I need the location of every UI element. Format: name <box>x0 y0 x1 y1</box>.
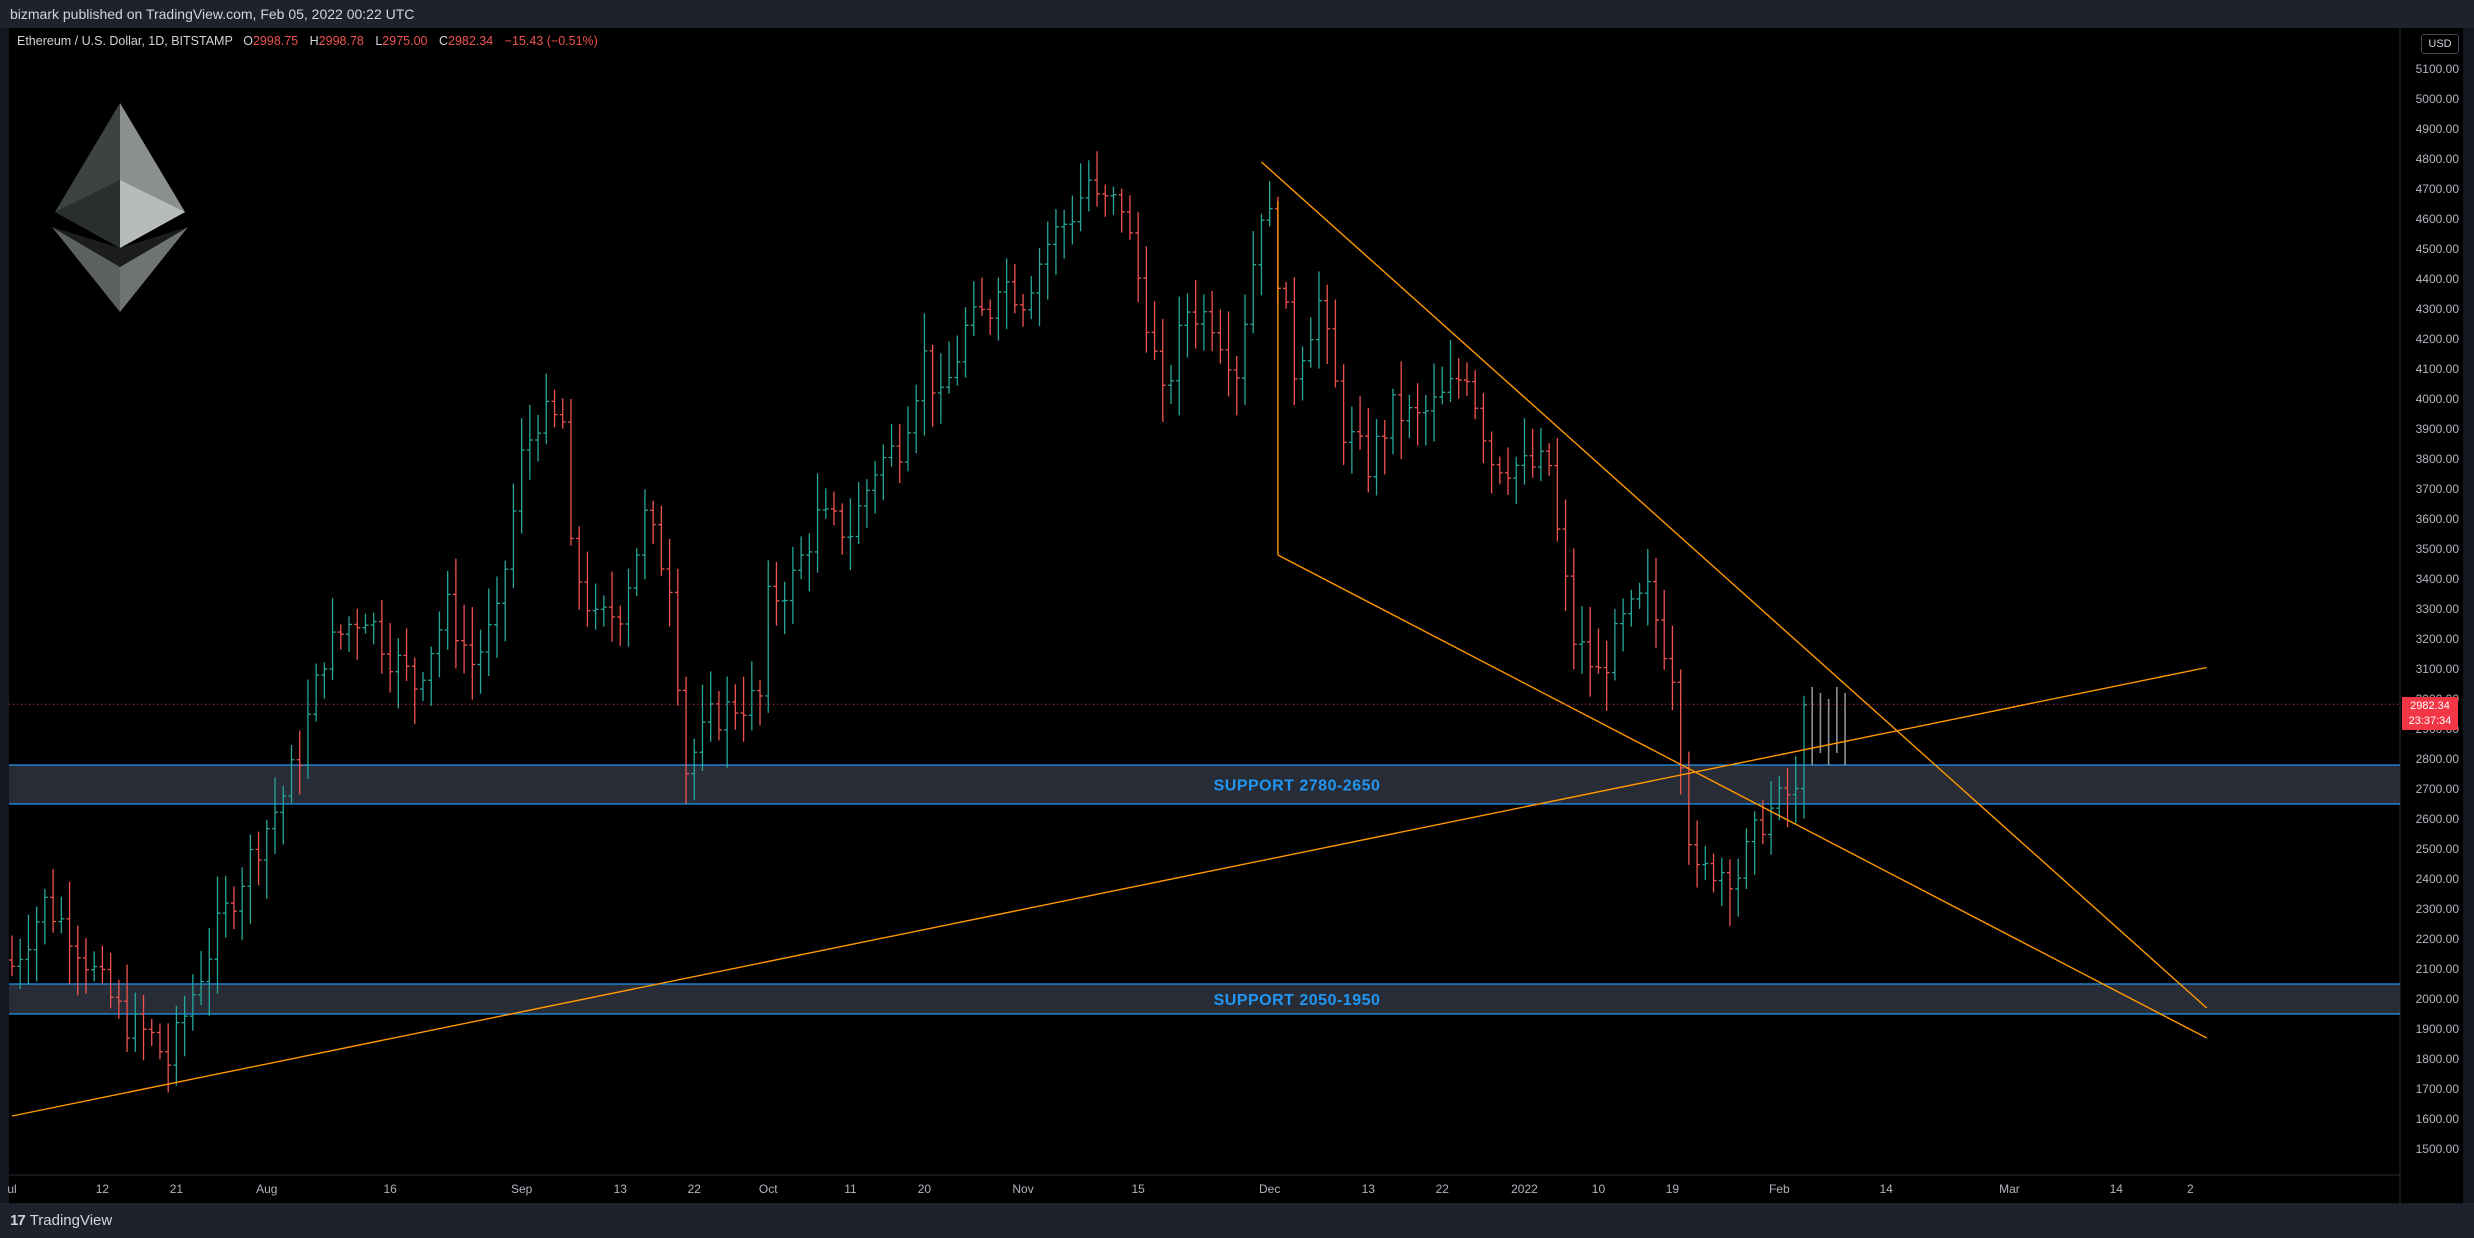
date-tick-label: 19 <box>1666 1182 1680 1196</box>
date-tick-label: 16 <box>383 1182 397 1196</box>
ethereum-gap <box>52 227 188 267</box>
price-tick-label: 3900.00 <box>2416 422 2460 436</box>
price-tick-label: 3100.00 <box>2416 662 2460 676</box>
price-tick-label: 3400.00 <box>2416 572 2460 586</box>
tradingview-mark-icon: 17 <box>10 1212 26 1229</box>
price-tick-label: 2500.00 <box>2416 842 2460 856</box>
ethereum-logo <box>52 103 188 312</box>
price-tick-label: 1700.00 <box>2416 1082 2460 1096</box>
support-zone[interactable] <box>9 984 2400 1014</box>
price-tick-label: 4600.00 <box>2416 212 2460 226</box>
price-tick-label: 3800.00 <box>2416 452 2460 466</box>
price-tick-label: 4300.00 <box>2416 302 2460 316</box>
last-price-tag: 2982.34 23:37:34 <box>2402 697 2458 730</box>
trendline-falling-resistance[interactable] <box>1260 161 2208 1009</box>
date-tick-label: 13 <box>1362 1182 1376 1196</box>
support-zone-label: SUPPORT 2050-1950 <box>1214 992 1381 1009</box>
price-tick-label: 3700.00 <box>2416 482 2460 496</box>
date-tick-label: Dec <box>1259 1182 1280 1196</box>
price-tick-label: 4700.00 <box>2416 182 2460 196</box>
close-label: C <box>438 34 448 48</box>
date-tick-label: Aug <box>256 1182 277 1196</box>
tradingview-brand: TradingView <box>29 1212 113 1229</box>
high-value: 2998.78 <box>318 34 364 48</box>
low-value: 2975.00 <box>382 34 428 48</box>
price-tick-label: 1500.00 <box>2416 1142 2460 1156</box>
date-tick-label: ul <box>7 1182 16 1196</box>
support-zone[interactable] <box>9 765 2400 804</box>
price-tick-label: 4400.00 <box>2416 272 2460 286</box>
symbol-legend: Ethereum / U.S. Dollar, 1D, BITSTAMP O29… <box>17 34 606 48</box>
price-tick-label: 4200.00 <box>2416 332 2460 346</box>
low-label: L <box>375 34 383 48</box>
price-tick-label: 4900.00 <box>2416 122 2460 136</box>
change-value: −15.43 (−0.51%) <box>504 34 598 48</box>
price-tick-label: 1800.00 <box>2416 1052 2460 1066</box>
top-bar: bizmark published on TradingView.com, Fe… <box>0 0 2474 28</box>
date-tick-label: 20 <box>918 1182 932 1196</box>
date-tick-label: Mar <box>1999 1182 2020 1196</box>
support-zone-label: SUPPORT 2780-2650 <box>1214 778 1381 795</box>
open-value: 2998.75 <box>252 34 299 48</box>
price-tick-label: 3500.00 <box>2416 542 2460 556</box>
price-tick-label: 3300.00 <box>2416 602 2460 616</box>
bar-countdown: 23:37:34 <box>2408 715 2452 727</box>
price-tick-label: 2300.00 <box>2416 902 2460 916</box>
price-tick-label: 2800.00 <box>2416 752 2460 766</box>
ethereum-mid-right-facet <box>120 180 185 248</box>
date-tick-label: Nov <box>1012 1182 1033 1196</box>
price-tick-label: 4100.00 <box>2416 362 2460 376</box>
currency-selector[interactable]: USD <box>2421 34 2459 54</box>
trendline-falling-support[interactable] <box>1277 554 2208 1039</box>
price-tick-label: 4500.00 <box>2416 242 2460 256</box>
trendline-rising-support[interactable] <box>11 666 2207 1117</box>
symbol-title: Ethereum / U.S. Dollar, 1D, BITSTAMP <box>17 34 233 48</box>
date-tick-label: 22 <box>1436 1182 1450 1196</box>
price-tick-label: 3200.00 <box>2416 632 2460 646</box>
ethereum-bottom-left-facet <box>52 227 120 312</box>
publication-info: bizmark published on TradingView.com, Fe… <box>10 6 415 22</box>
date-tick-label: 21 <box>170 1182 184 1196</box>
date-tick-label: Oct <box>759 1182 778 1196</box>
date-tick-label: 14 <box>1879 1182 1893 1196</box>
date-tick-label: 2022 <box>1511 1182 1538 1196</box>
date-tick-label: 11 <box>844 1182 857 1196</box>
price-tick-label: 2400.00 <box>2416 872 2460 886</box>
date-tick-label: Feb <box>1769 1182 1790 1196</box>
date-tick-label: 10 <box>1592 1182 1606 1196</box>
price-tick-label: 2100.00 <box>2416 962 2460 976</box>
date-tick-label: 15 <box>1131 1182 1145 1196</box>
ethereum-bottom-right-facet <box>120 227 188 312</box>
close-value: 2982.34 <box>448 34 494 48</box>
price-tick-label: 3600.00 <box>2416 512 2460 526</box>
ethereum-mid-left-facet <box>55 180 120 248</box>
price-tick-label: 2200.00 <box>2416 932 2460 946</box>
price-tick-label: 5100.00 <box>2416 62 2460 76</box>
date-tick-label: 12 <box>96 1182 110 1196</box>
price-tick-label: 2700.00 <box>2416 782 2460 796</box>
date-tick-label: 14 <box>2110 1182 2124 1196</box>
price-tick-label: 2600.00 <box>2416 812 2460 826</box>
date-tick-label: 13 <box>614 1182 628 1196</box>
price-tick-label: 1900.00 <box>2416 1022 2460 1036</box>
price-tick-label: 4000.00 <box>2416 392 2460 406</box>
last-price-value: 2982.34 <box>2410 700 2450 712</box>
price-tick-label: 1600.00 <box>2416 1112 2460 1126</box>
date-tick-label: 22 <box>688 1182 702 1196</box>
high-label: H <box>309 34 319 48</box>
date-tick-label: Sep <box>511 1182 533 1196</box>
price-tick-label: 5000.00 <box>2416 92 2460 106</box>
tradingview-logo[interactable]: 17 TradingView <box>10 1212 112 1229</box>
bottom-bar: 17 TradingView <box>0 1203 2474 1238</box>
price-tick-label: 2000.00 <box>2416 992 2460 1006</box>
date-tick-label: 2 <box>2187 1182 2194 1196</box>
price-tick-label: 4800.00 <box>2416 152 2460 166</box>
open-label: O <box>243 34 253 48</box>
